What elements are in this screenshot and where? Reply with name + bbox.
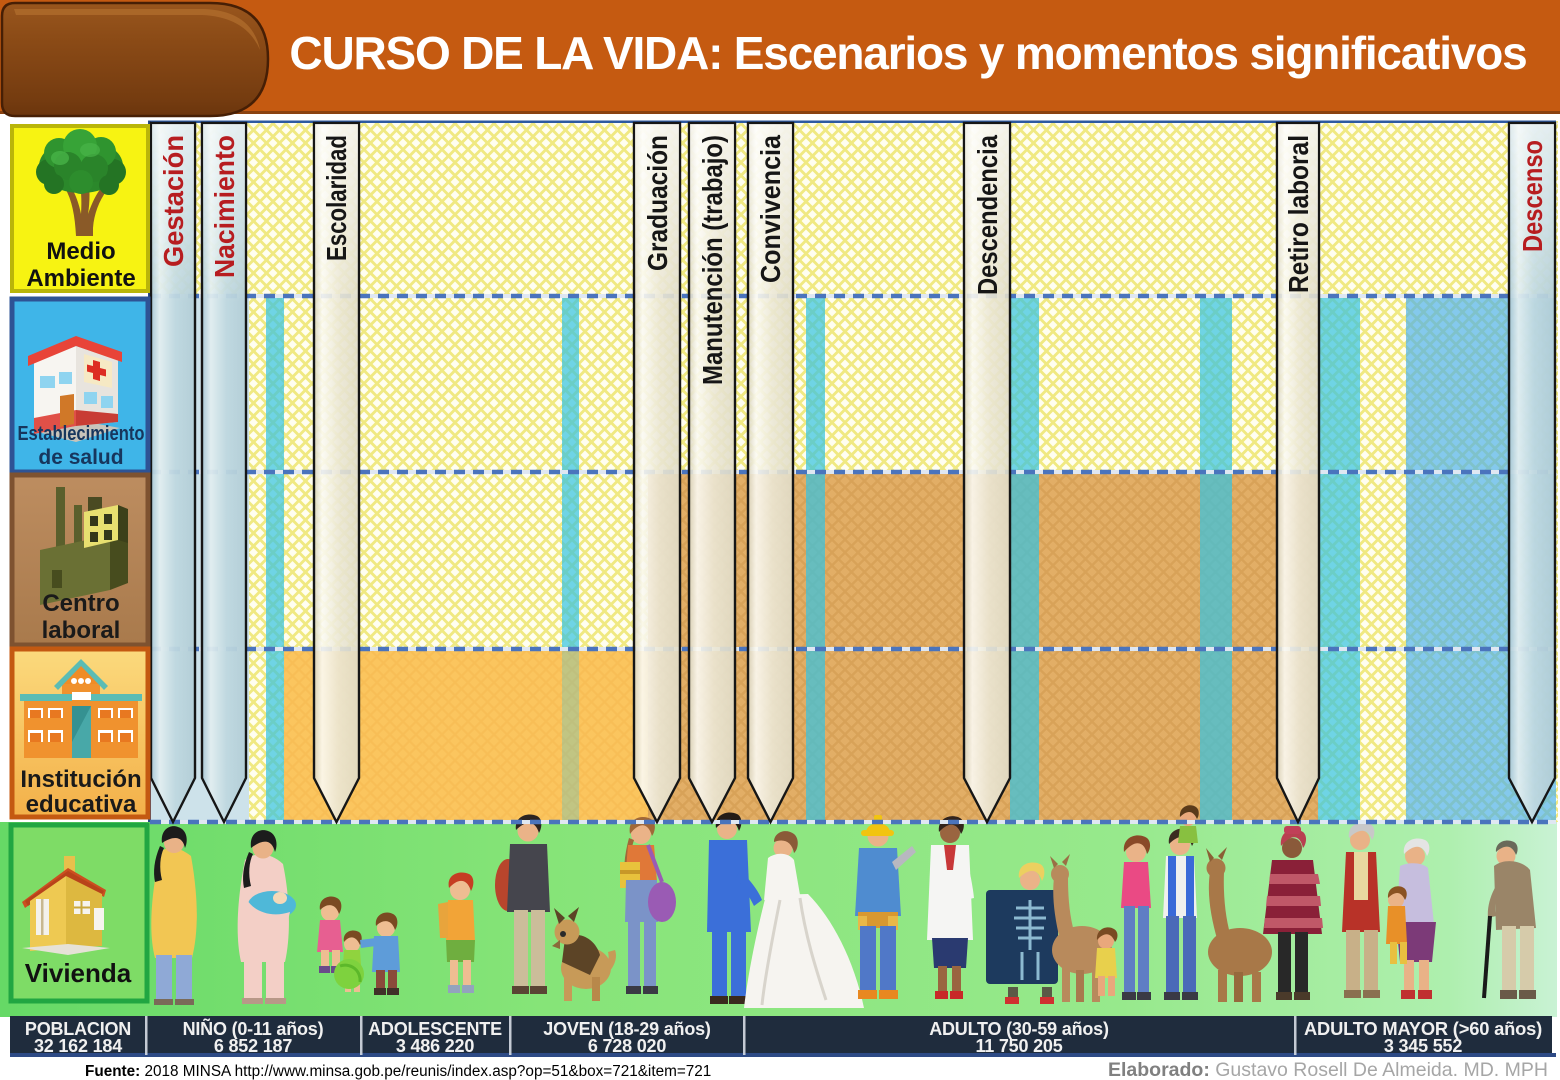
svg-text:laboral: laboral [42,617,121,644]
svg-text:32 162 184: 32 162 184 [34,1036,122,1056]
svg-text:JOVEN (18-29 años): JOVEN (18-29 años) [543,1019,711,1039]
svg-text:Escolaridad: Escolaridad [321,135,352,261]
svg-text:Vivienda: Vivienda [25,958,132,988]
svg-text:Descendencia: Descendencia [972,135,1003,295]
svg-text:Convivencia: Convivencia [755,135,786,283]
svg-text:CURSO DE LA VIDA: Escenarios y: CURSO DE LA VIDA: Escenarios y momentos … [289,27,1526,79]
svg-text:Gestación: Gestación [158,135,189,267]
svg-text:3 486 220: 3 486 220 [396,1036,474,1056]
svg-text:Elaborado: Gustavo Rosell De A: Elaborado: Gustavo Rosell De Almeida. MD… [1108,1059,1548,1080]
svg-text:ADULTO MAYOR (>60 años): ADULTO MAYOR (>60 años) [1304,1019,1542,1039]
svg-text:3 345 552: 3 345 552 [1384,1036,1462,1056]
svg-text:Nacimiento: Nacimiento [209,135,240,278]
svg-text:Retiro laboral: Retiro laboral [1283,135,1314,293]
svg-text:6 852 187: 6 852 187 [214,1036,292,1056]
svg-text:11 750 205: 11 750 205 [975,1036,1062,1056]
svg-text:Establecimiento: Establecimiento [18,423,145,445]
svg-text:de salud: de salud [38,446,123,469]
svg-text:NIÑO (0-11 años): NIÑO (0-11 años) [183,1018,324,1039]
svg-text:Centro: Centro [42,590,119,617]
svg-text:educativa: educativa [26,791,137,818]
svg-text:Manutención (trabajo): Manutención (trabajo) [697,135,728,385]
svg-text:Fuente: 2018 MINSA http://www.: Fuente: 2018 MINSA http://www.minsa.gob.… [85,1063,711,1080]
svg-text:Institución: Institución [20,766,141,793]
svg-text:Ambiente: Ambiente [26,265,135,292]
svg-text:ADULTO (30-59 años): ADULTO (30-59 años) [929,1019,1109,1039]
svg-text:Medio: Medio [46,238,115,265]
svg-text:Graduación: Graduación [642,135,673,271]
svg-text:ADOLESCENTE: ADOLESCENTE [368,1019,502,1039]
svg-text:POBLACION: POBLACION [25,1019,131,1039]
svg-text:6 728 020: 6 728 020 [588,1036,666,1056]
svg-text:Descenso: Descenso [1517,140,1548,252]
